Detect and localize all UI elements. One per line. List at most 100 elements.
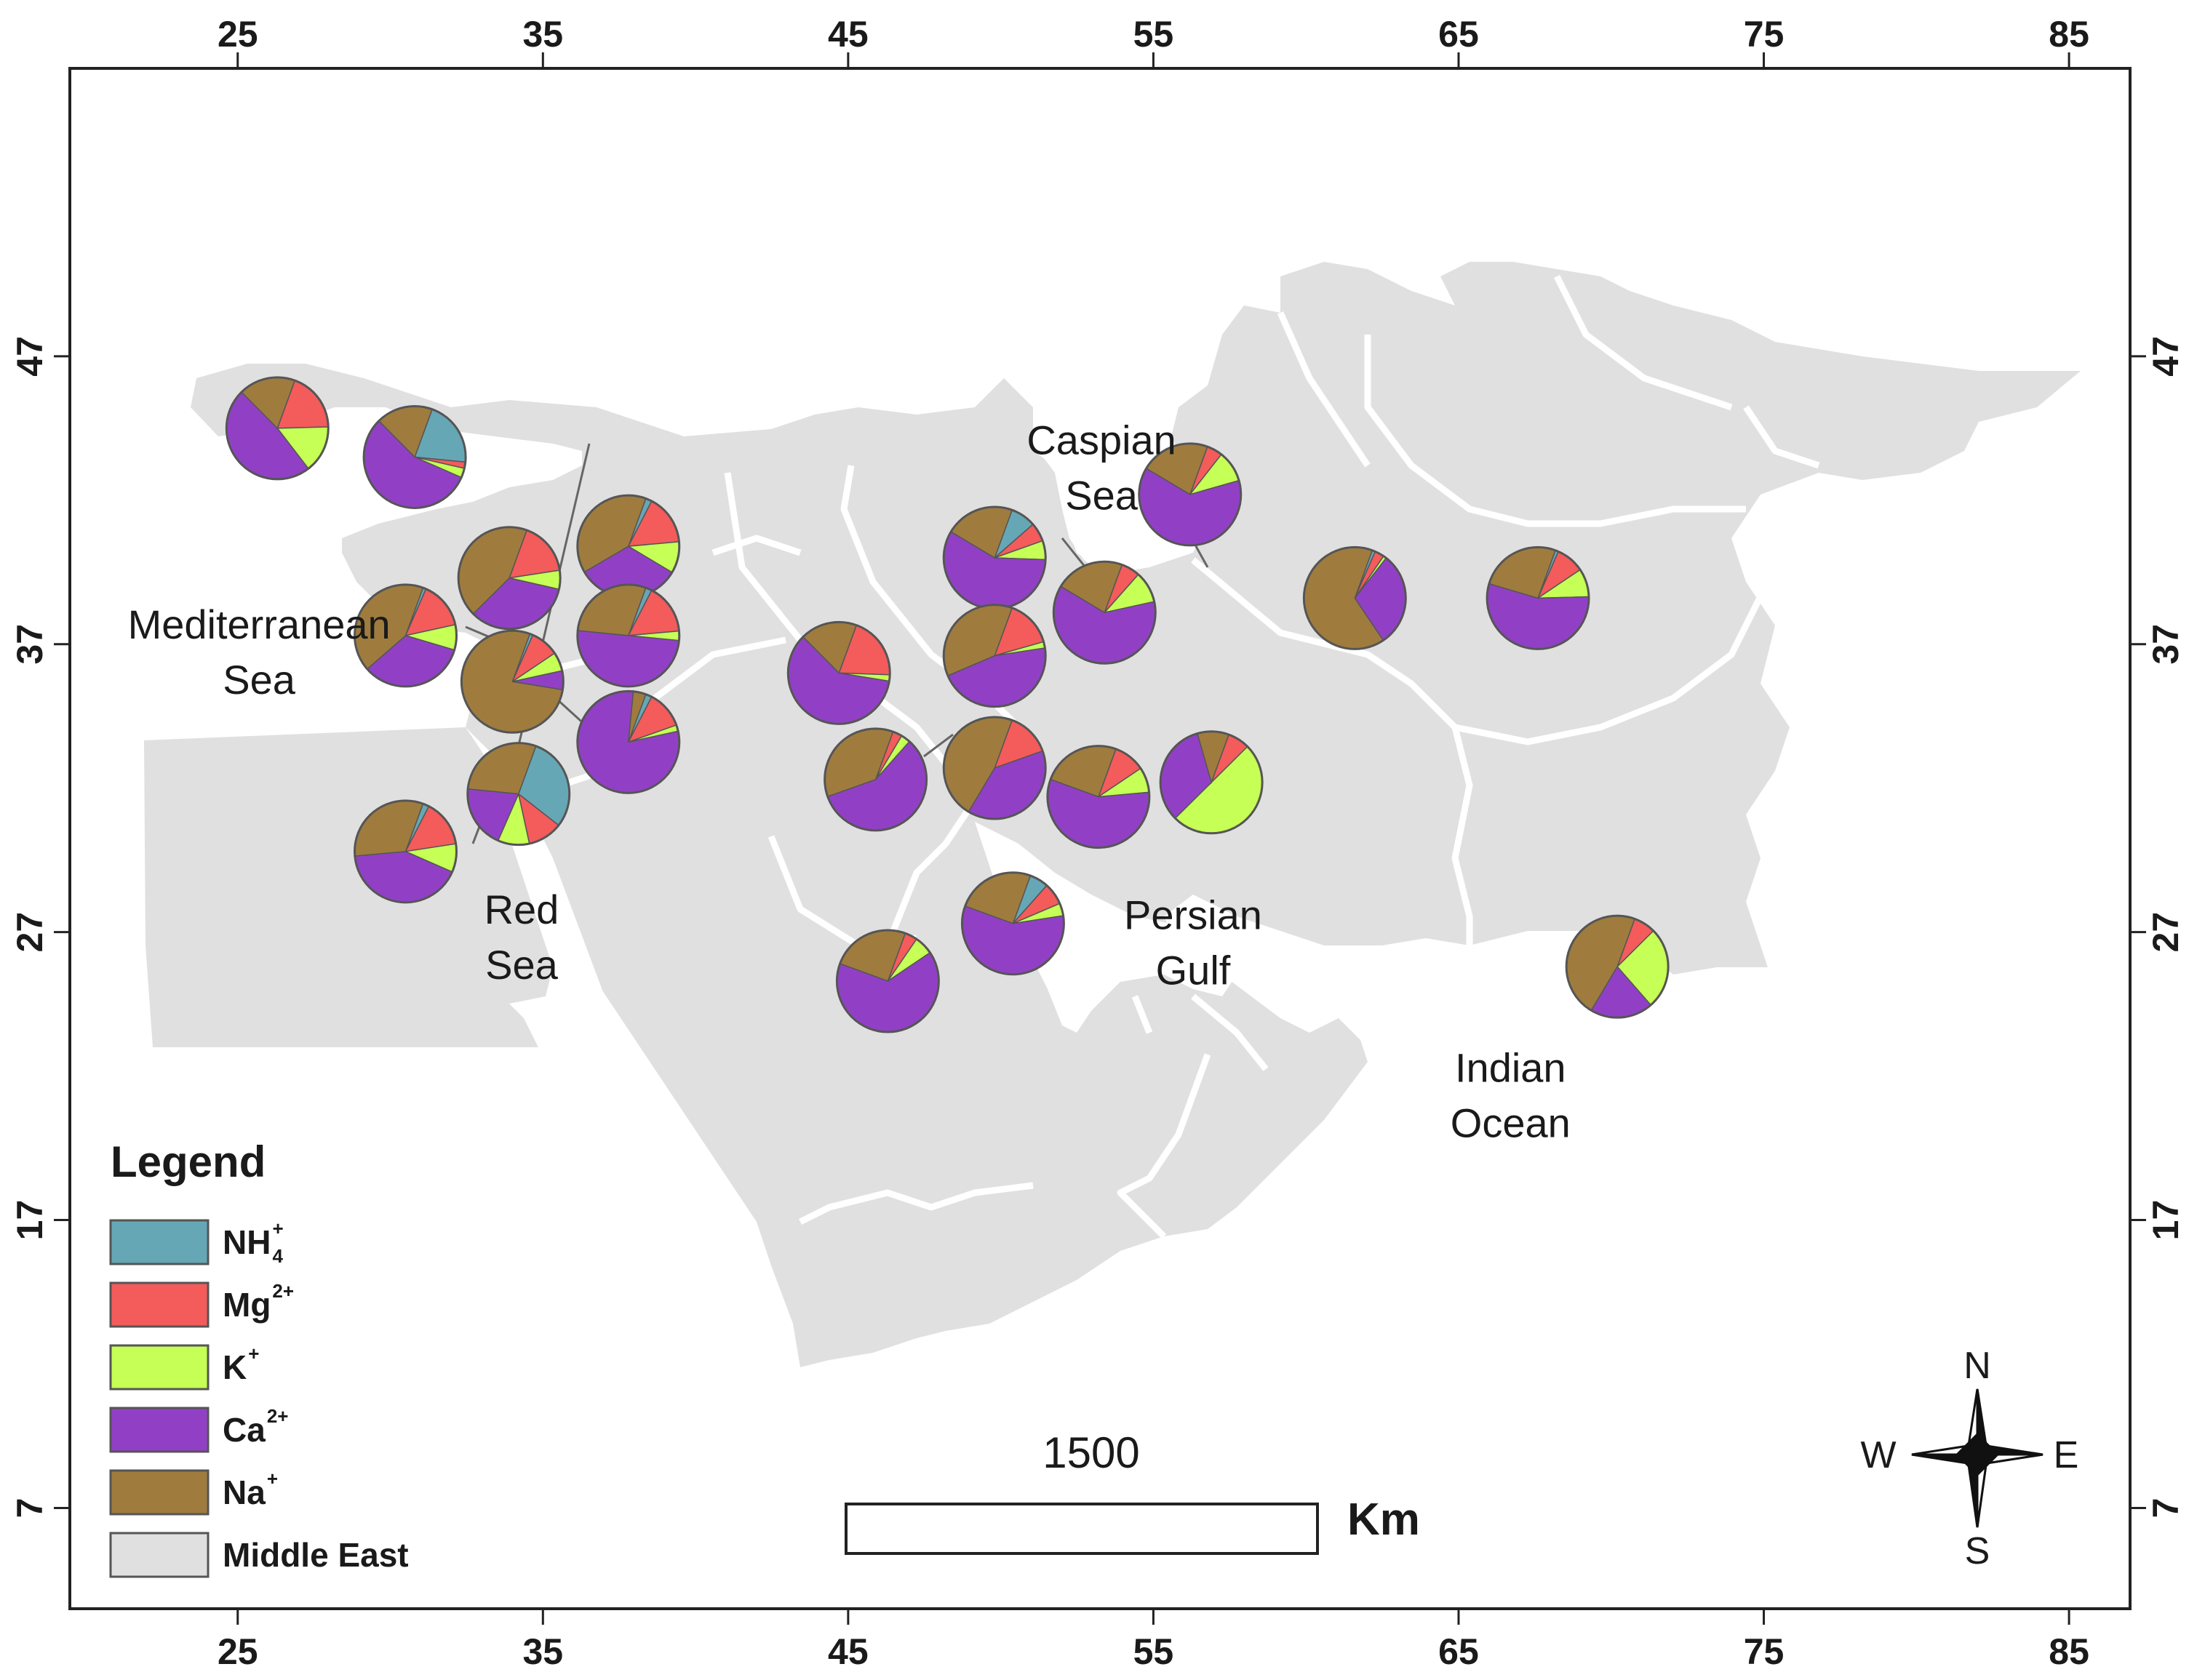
x-tick-label-top-3: 55 xyxy=(1133,14,1174,55)
pie-outline xyxy=(457,526,562,631)
place-label-mediterranean-1: Sea xyxy=(223,657,295,703)
y-tick-label-right-4: 7 xyxy=(2145,1498,2186,1519)
compass-w: W xyxy=(1860,1434,1896,1476)
compass-e: E xyxy=(2054,1434,2079,1476)
pie-site-23 xyxy=(1565,914,1670,1019)
pie-site-15 xyxy=(1052,560,1157,665)
pie-site-7 xyxy=(576,689,681,794)
pie-site-19 xyxy=(1302,545,1407,650)
pie-outline xyxy=(1159,730,1264,835)
place-label-caspian-1: Sea xyxy=(1065,472,1138,518)
x-tick-label-top-0: 25 xyxy=(218,14,258,55)
legend-label-ca: Ca xyxy=(223,1411,266,1449)
pie-outline xyxy=(354,583,458,688)
pie-outline xyxy=(960,871,1065,976)
water-caspian xyxy=(1033,385,1149,575)
y-tick-label-right-0: 47 xyxy=(2145,336,2186,377)
place-label-red-sea-1: Sea xyxy=(485,942,558,988)
y-tick-label-left-1: 37 xyxy=(9,624,50,665)
scale-bar-rect xyxy=(845,1503,1319,1555)
y-tick-label-right-2: 27 xyxy=(2145,912,2186,953)
place-label-persian-gulf-0: Persian xyxy=(1124,892,1262,938)
y-tick-label-right-3: 17 xyxy=(2145,1200,2186,1241)
pie-outline xyxy=(225,376,330,481)
legend-label-k: K xyxy=(223,1348,247,1386)
y-tick-label-right-1: 37 xyxy=(2145,624,2186,665)
pie-site-8 xyxy=(466,742,571,847)
pie-outline xyxy=(460,629,565,734)
pie-outline xyxy=(786,620,891,725)
pie-site-2 xyxy=(457,526,562,631)
legend-swatch-na xyxy=(109,1469,210,1516)
legend-sup-na: + xyxy=(267,1468,278,1489)
pie-site-17 xyxy=(1046,745,1151,849)
pie-site-10 xyxy=(786,620,891,725)
pie-outline xyxy=(354,799,458,904)
x-tick-label-top-5: 75 xyxy=(1744,14,1785,55)
compass-icon xyxy=(1911,1388,2043,1528)
pie-outline xyxy=(576,689,681,794)
compass-rose: N S E W xyxy=(1860,1345,2078,1572)
legend-swatch-nh4 xyxy=(109,1219,210,1265)
x-tick-label-bottom-5: 75 xyxy=(1744,1631,1785,1672)
legend-label-land: Middle East xyxy=(223,1536,409,1574)
place-label-persian-gulf-1: Gulf xyxy=(1156,948,1231,993)
pie-outline xyxy=(942,716,1047,820)
pie-outline xyxy=(1302,545,1407,650)
pie-outline xyxy=(835,929,940,1033)
y-tick-label-left-2: 27 xyxy=(9,912,50,953)
pie-outline xyxy=(1565,914,1670,1019)
legend-title: Legend xyxy=(111,1137,266,1186)
x-tick-label-bottom-6: 85 xyxy=(2049,1631,2089,1672)
pie-site-16 xyxy=(1138,442,1243,547)
x-tick-label-bottom-3: 55 xyxy=(1133,1631,1174,1672)
pie-outline xyxy=(362,404,467,509)
water-persian-gulf xyxy=(975,822,1237,1033)
legend-label-nh4: NH xyxy=(223,1223,271,1261)
pie-site-9 xyxy=(354,799,458,904)
place-label-mediterranean-0: Mediterranean xyxy=(128,601,391,647)
pie-outline xyxy=(576,583,681,688)
legend-swatch-ca xyxy=(109,1407,210,1453)
pie-outline xyxy=(942,604,1047,708)
legend-sub-nh4: 4 xyxy=(272,1245,283,1267)
pie-site-11 xyxy=(824,727,928,832)
land-egypt xyxy=(144,727,553,1047)
y-tick-label-left-0: 47 xyxy=(9,336,50,377)
compass-s: S xyxy=(1965,1530,1990,1572)
legend-swatch-mg xyxy=(109,1281,210,1328)
x-tick-label-top-6: 85 xyxy=(2049,14,2089,55)
compass-n: N xyxy=(1963,1345,1991,1387)
pie-site-5 xyxy=(576,583,681,688)
pie-outline xyxy=(1046,745,1151,849)
legend-sup-k: + xyxy=(248,1343,259,1364)
pie-chart-layer xyxy=(225,376,1670,1033)
x-tick-label-bottom-0: 25 xyxy=(218,1631,258,1672)
legend-label-mg: Mg xyxy=(223,1286,271,1324)
pie-outline xyxy=(824,727,928,832)
y-tick-label-left-3: 17 xyxy=(9,1200,50,1241)
place-label-indian-ocean-0: Indian xyxy=(1455,1045,1566,1091)
pie-site-1 xyxy=(362,404,467,509)
pie-site-20 xyxy=(1486,545,1590,650)
place-label-red-sea-0: Red xyxy=(485,887,559,932)
pie-site-14 xyxy=(942,604,1047,708)
legend-swatch-k xyxy=(109,1344,210,1391)
x-tick-label-bottom-4: 65 xyxy=(1438,1631,1479,1672)
pie-site-18 xyxy=(1159,730,1264,835)
y-tick-label-left-4: 7 xyxy=(9,1498,50,1519)
scale-bar: 1500 Km xyxy=(845,1428,1420,1555)
pie-site-3 xyxy=(576,494,681,599)
x-tick-label-bottom-2: 45 xyxy=(828,1631,869,1672)
water-red-sea xyxy=(502,785,757,1302)
scale-bar-unit: Km xyxy=(1347,1495,1420,1545)
pie-site-22 xyxy=(835,929,940,1033)
pie-site-4 xyxy=(354,583,458,688)
place-label-indian-ocean-1: Ocean xyxy=(1451,1100,1571,1146)
pie-site-12 xyxy=(942,716,1047,820)
x-tick-label-bottom-1: 35 xyxy=(522,1631,563,1672)
place-label-caspian-0: Caspian xyxy=(1026,417,1176,463)
legend-sup-ca: 2+ xyxy=(267,1405,289,1427)
pie-outline xyxy=(1052,560,1157,665)
